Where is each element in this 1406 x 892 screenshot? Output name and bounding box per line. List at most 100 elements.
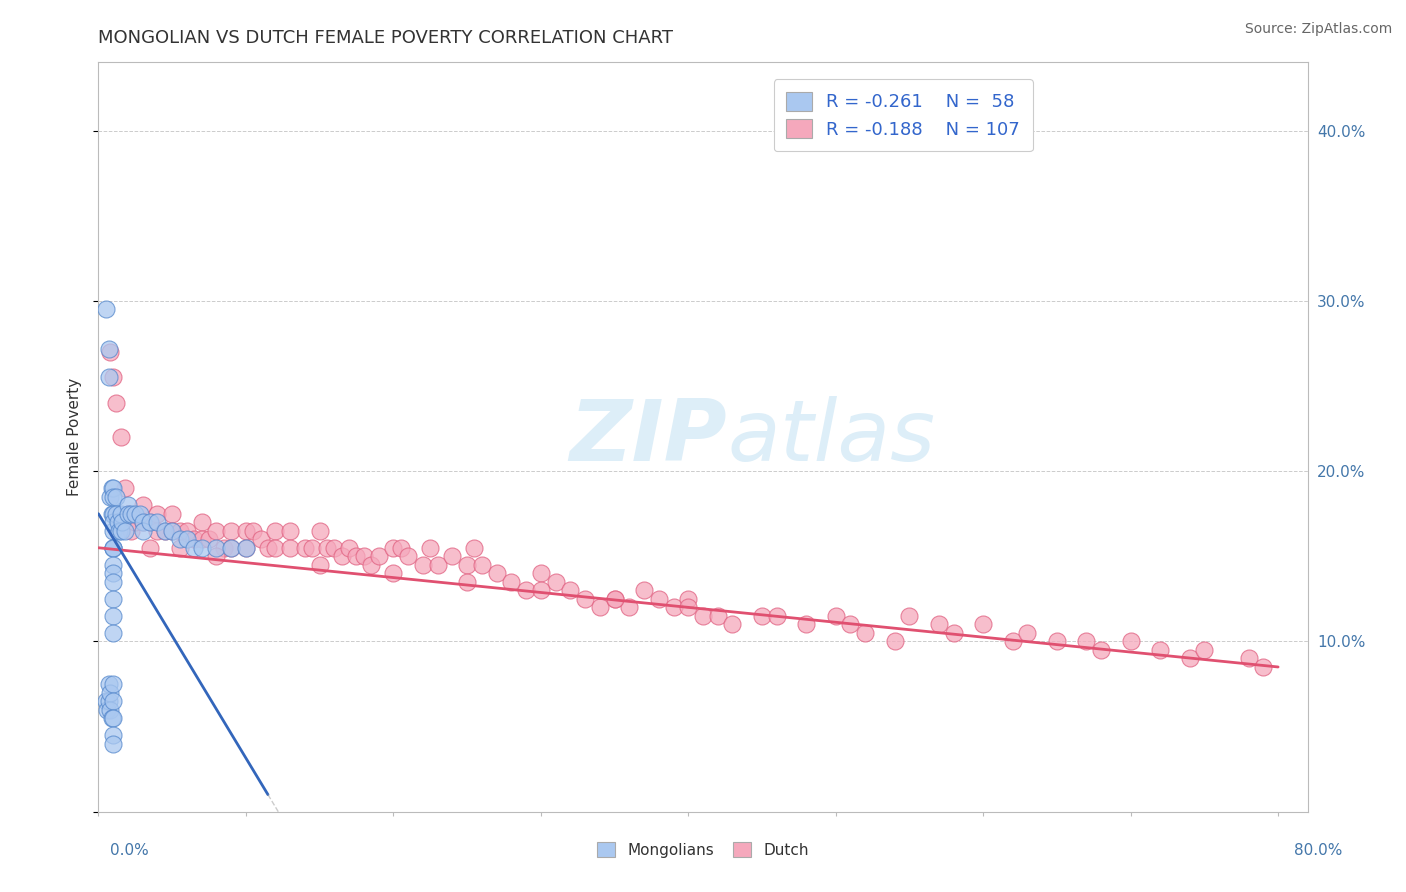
Point	[205, 524, 228, 538]
Point	[101, 711, 124, 725]
Point	[124, 507, 146, 521]
Point	[101, 566, 124, 581]
Point	[382, 566, 405, 581]
Point	[308, 558, 330, 572]
Point	[257, 541, 280, 555]
Point	[751, 608, 773, 623]
Point	[1090, 643, 1112, 657]
Point	[1178, 651, 1201, 665]
Point	[412, 558, 434, 572]
Point	[463, 541, 485, 555]
Text: 0.0%: 0.0%	[110, 843, 149, 858]
Point	[264, 541, 287, 555]
Point	[131, 498, 153, 512]
Point	[101, 728, 124, 742]
Point	[146, 507, 169, 521]
Point	[396, 549, 419, 564]
Point	[898, 608, 921, 623]
Point	[824, 608, 846, 623]
Point	[101, 541, 124, 555]
Point	[96, 702, 118, 716]
Point	[1237, 651, 1260, 665]
Point	[662, 600, 685, 615]
Point	[839, 617, 862, 632]
Point	[485, 566, 508, 581]
Point	[190, 533, 212, 547]
Point	[94, 694, 117, 708]
Point	[190, 541, 212, 555]
Point	[146, 524, 169, 538]
Point	[101, 490, 124, 504]
Point	[389, 541, 412, 555]
Point	[153, 524, 176, 538]
Point	[160, 524, 183, 538]
Point	[117, 507, 139, 521]
Point	[139, 515, 162, 529]
Point	[139, 541, 162, 555]
Point	[107, 515, 129, 529]
Point	[560, 583, 582, 598]
Text: 80.0%: 80.0%	[1295, 843, 1343, 858]
Point	[235, 541, 257, 555]
Point	[105, 507, 128, 521]
Point	[190, 515, 212, 529]
Point	[100, 711, 122, 725]
Point	[205, 541, 228, 555]
Point	[97, 342, 120, 356]
Point	[942, 626, 965, 640]
Point	[128, 507, 150, 521]
Point	[101, 515, 124, 529]
Point	[101, 541, 124, 555]
Point	[360, 558, 382, 572]
Point	[706, 608, 728, 623]
Point	[100, 507, 122, 521]
Point	[278, 541, 301, 555]
Point	[1149, 643, 1171, 657]
Point	[101, 524, 124, 538]
Point	[101, 507, 124, 521]
Text: Source: ZipAtlas.com: Source: ZipAtlas.com	[1244, 22, 1392, 37]
Point	[146, 515, 169, 529]
Point	[1119, 634, 1142, 648]
Point	[235, 524, 257, 538]
Point	[101, 541, 124, 555]
Point	[323, 541, 346, 555]
Point	[346, 549, 368, 564]
Text: atlas: atlas	[727, 395, 935, 479]
Point	[110, 430, 132, 444]
Point	[603, 591, 626, 606]
Point	[589, 600, 612, 615]
Point	[1017, 626, 1039, 640]
Point	[131, 524, 153, 538]
Point	[105, 396, 128, 410]
Point	[456, 558, 478, 572]
Point	[101, 370, 124, 384]
Point	[212, 541, 235, 555]
Point	[544, 574, 567, 589]
Point	[765, 608, 787, 623]
Point	[97, 694, 120, 708]
Point	[441, 549, 464, 564]
Point	[160, 507, 183, 521]
Point	[101, 591, 124, 606]
Point	[367, 549, 389, 564]
Point	[98, 345, 121, 359]
Point	[110, 507, 132, 521]
Point	[219, 541, 242, 555]
Point	[242, 524, 264, 538]
Point	[101, 694, 124, 708]
Point	[633, 583, 655, 598]
Text: ZIP: ZIP	[569, 395, 727, 479]
Point	[117, 507, 139, 521]
Point	[316, 541, 339, 555]
Point	[94, 302, 117, 317]
Point	[176, 533, 198, 547]
Point	[111, 515, 134, 529]
Point	[928, 617, 950, 632]
Point	[515, 583, 537, 598]
Point	[382, 541, 405, 555]
Point	[153, 524, 176, 538]
Point	[110, 524, 132, 538]
Point	[219, 541, 242, 555]
Point	[235, 541, 257, 555]
